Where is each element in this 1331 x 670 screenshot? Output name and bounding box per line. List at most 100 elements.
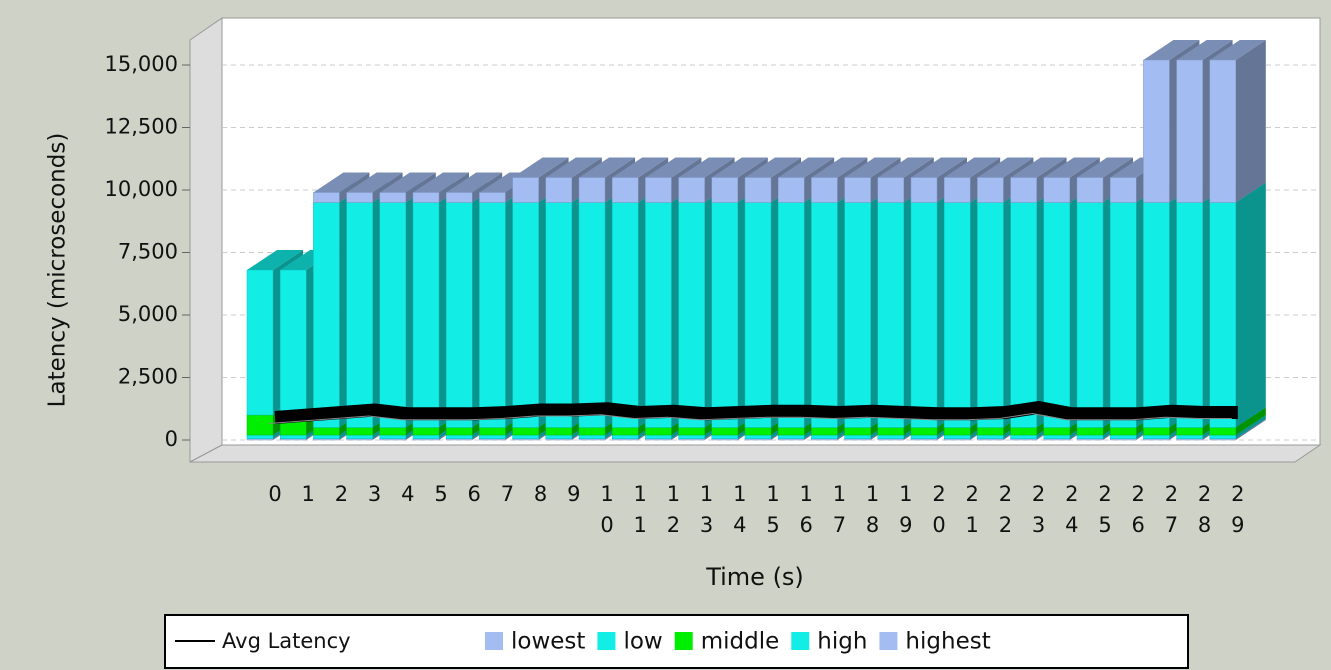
bar	[611, 427, 639, 436]
bar	[744, 177, 772, 203]
x-tick-label: 8	[534, 482, 547, 506]
bar	[977, 177, 1004, 203]
bar	[412, 192, 440, 203]
bar	[346, 192, 373, 203]
bar-top	[379, 172, 436, 193]
bar	[1176, 434, 1203, 439]
bar-top	[1143, 40, 1200, 60]
bar	[1176, 427, 1203, 436]
bar-side	[1235, 407, 1266, 435]
bar	[1076, 177, 1104, 203]
bar-side	[1235, 418, 1266, 440]
x-axis-title: Time (s)	[705, 563, 804, 591]
bar	[1043, 427, 1071, 436]
bar	[711, 434, 739, 439]
bar	[711, 177, 739, 203]
bar	[1209, 59, 1237, 203]
bar-side	[1235, 40, 1266, 203]
bar-top	[844, 157, 901, 178]
bar-top	[413, 172, 469, 193]
bar	[744, 434, 772, 439]
bar	[445, 202, 473, 428]
bar	[877, 202, 905, 428]
bar	[711, 427, 739, 436]
bar	[512, 434, 539, 439]
bar	[545, 427, 573, 436]
legend-swatch	[879, 632, 898, 650]
bar	[1076, 434, 1104, 439]
bar	[844, 202, 871, 428]
bar	[412, 427, 440, 436]
x-tick-label: 6	[468, 482, 481, 506]
bar-top	[612, 157, 669, 178]
bar	[279, 269, 307, 416]
bar-top	[877, 157, 934, 178]
bar	[844, 177, 871, 203]
legend-label: Avg Latency	[222, 629, 351, 653]
bar	[645, 177, 672, 203]
bar	[777, 202, 805, 428]
bar	[678, 177, 705, 203]
bar	[611, 177, 639, 203]
bar	[445, 434, 473, 439]
bar	[512, 202, 539, 428]
bar	[1076, 427, 1104, 436]
bar	[645, 434, 672, 439]
bar	[1109, 177, 1137, 203]
bar	[1043, 434, 1071, 439]
y-tick-label: 0	[165, 427, 178, 451]
bar	[479, 202, 506, 428]
bar	[611, 202, 639, 428]
bar	[512, 427, 539, 436]
bar	[379, 192, 407, 203]
bar	[246, 269, 274, 416]
bar	[1109, 202, 1137, 428]
legend-swatch	[674, 632, 693, 650]
bar	[479, 427, 506, 436]
bar	[1143, 434, 1170, 439]
bar-top	[745, 157, 801, 178]
bar	[1143, 202, 1170, 428]
bar	[1010, 427, 1037, 436]
bar	[479, 434, 506, 439]
bar	[1109, 434, 1137, 439]
bar	[877, 427, 905, 436]
bar	[279, 434, 307, 439]
bar	[479, 192, 506, 203]
bar	[313, 427, 340, 436]
legend-label: highest	[905, 629, 990, 655]
bar	[1209, 202, 1237, 428]
bar	[379, 202, 407, 428]
bar	[346, 202, 373, 428]
bar-top	[247, 250, 303, 270]
legend-label: low	[623, 629, 662, 655]
bar	[811, 434, 838, 439]
bar	[1043, 177, 1071, 203]
bar	[711, 202, 739, 428]
bar	[578, 202, 606, 428]
bar	[346, 434, 373, 439]
bar	[844, 427, 871, 436]
bar-top	[1077, 157, 1133, 178]
x-tick-label: 4	[401, 482, 414, 506]
bar	[645, 202, 672, 428]
bar	[346, 427, 373, 436]
bar	[645, 427, 672, 436]
avg-line	[274, 401, 1238, 424]
bar-top	[313, 172, 370, 193]
bar-top	[811, 157, 868, 178]
bar	[246, 414, 274, 436]
bar	[611, 434, 639, 439]
bar-top	[545, 157, 602, 178]
